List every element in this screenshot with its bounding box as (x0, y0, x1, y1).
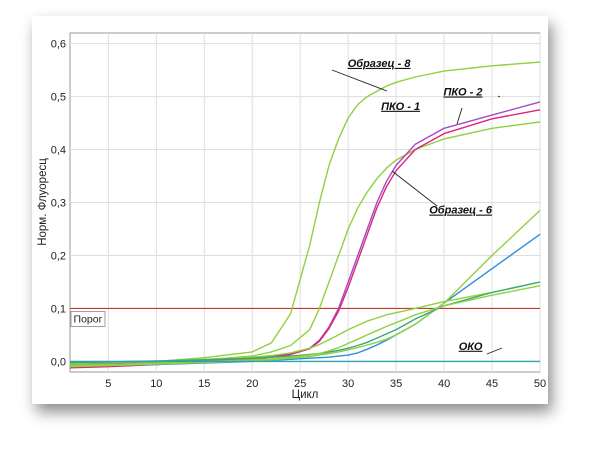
y-tick-label: 0,0 (51, 356, 66, 368)
x-tick-label: 35 (390, 378, 402, 390)
annotation-leader (456, 107, 463, 125)
threshold-label: Порог (74, 313, 103, 325)
x-tick-label: 20 (246, 378, 258, 390)
x-tick-label: 10 (150, 378, 162, 390)
annotation-leader (497, 95, 501, 98)
x-axis-title: Цикл (292, 389, 319, 401)
y-tick-label: 0,4 (51, 145, 66, 157)
chart-card: Порог Образец - 8 ПКО - 2 ПКО - 1 Образец -… (32, 16, 548, 404)
ticks: 5 10 15 20 25 30 35 40 45 50 0,0 0,1 0,2 0,3 0,4 0,5 0,6 (51, 39, 546, 390)
x-tick-label: 50 (534, 378, 546, 390)
x-tick-label: 5 (105, 378, 111, 390)
x-tick-label: 15 (198, 378, 210, 390)
annotation-label: Образец - 8 (348, 58, 412, 70)
y-tick-label: 0,3 (51, 198, 66, 210)
x-tick-label: 40 (438, 378, 450, 390)
annotation-leader (391, 170, 438, 207)
y-tick-label: 0,6 (51, 39, 66, 51)
threshold-layer: Порог (70, 307, 540, 327)
annotation-label: Образец - 6 (429, 205, 493, 217)
annotation-leader (486, 347, 503, 355)
y-tick-label: 0,2 (51, 250, 66, 262)
series-line-1 (69, 61, 541, 366)
annotation-layer: Образец - 8 ПКО - 2 ПКО - 1 Образец - 6 ОКО (331, 58, 503, 355)
series-line-8 (69, 281, 541, 364)
y-tick-label: 0,5 (51, 92, 66, 104)
annotation-label: ПКО - 2 (443, 87, 482, 99)
x-tick-label: 25 (294, 378, 306, 390)
x-tick-label: 30 (342, 378, 354, 390)
annotation-leader (331, 69, 388, 92)
y-axis-title: Норм. Флуоресц (37, 158, 49, 246)
series-layer (69, 61, 541, 369)
annotation-label: ПКО - 1 (381, 101, 420, 113)
annotation-label: ОКО (459, 341, 483, 353)
grid (70, 33, 541, 372)
threshold-label-box (70, 311, 106, 327)
y-tick-label: 0,1 (51, 303, 66, 315)
x-tick-label: 45 (486, 378, 498, 390)
